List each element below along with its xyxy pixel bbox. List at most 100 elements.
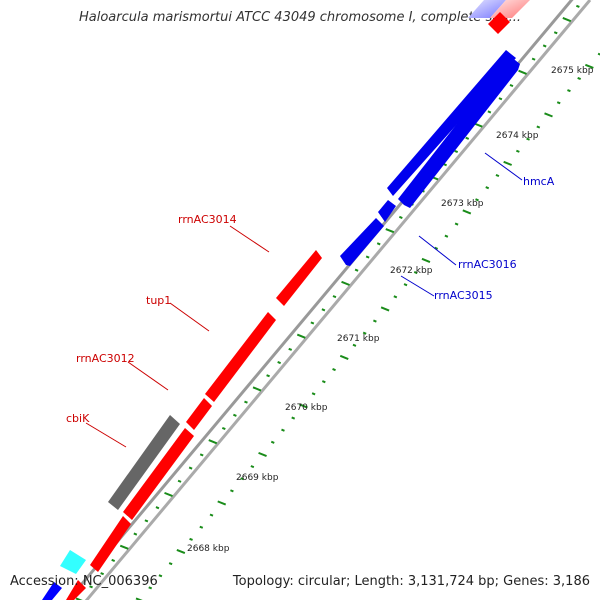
- gene-red-long-bar: [123, 428, 194, 520]
- tick-mark: [176, 548, 186, 555]
- leader-rrnAC3016: [418, 235, 457, 266]
- tick-mark: [144, 519, 149, 523]
- gene-cyan-bar: [60, 550, 86, 574]
- tick-mark: [352, 343, 357, 347]
- tick-label-2673: 2673 kbp: [441, 199, 484, 209]
- leader-hmcA: [484, 152, 523, 181]
- tick-mark: [584, 63, 594, 69]
- gene-rrnAC3012-bar: [186, 398, 212, 430]
- tick-mark: [221, 426, 226, 431]
- tick-mark: [544, 112, 553, 118]
- tick-mark: [240, 477, 244, 481]
- tick-mark: [475, 198, 479, 202]
- tick-mark: [233, 413, 237, 417]
- tick-mark: [332, 368, 336, 372]
- tick-mark: [509, 84, 514, 88]
- tick-mark: [462, 209, 472, 215]
- map-title: Haloarcula marismortui ATCC 43049 chromo…: [79, 10, 521, 25]
- tick-mark: [398, 215, 403, 219]
- tick-mark: [577, 76, 582, 81]
- tick-mark: [148, 586, 153, 590]
- gene-label-cbiK: cbiK: [66, 412, 90, 425]
- tick-mark: [155, 506, 160, 510]
- tick-mark: [133, 532, 138, 536]
- tick-mark: [567, 89, 571, 93]
- tick-mark: [485, 186, 490, 190]
- tick-mark: [244, 400, 248, 404]
- tick-mark: [341, 280, 350, 286]
- gene-label-rrnAC3014: rrnAC3014: [178, 213, 237, 226]
- tick-mark: [258, 451, 267, 457]
- tick-mark: [503, 160, 513, 166]
- tick-mark: [376, 242, 381, 246]
- tick-mark: [199, 525, 204, 529]
- tick-mark: [168, 562, 173, 566]
- tick-mark: [556, 101, 561, 105]
- tick-mark: [321, 380, 326, 384]
- tick-mark: [208, 439, 218, 445]
- accession-text: Accession: NC_006396: [10, 574, 158, 589]
- tick-mark: [332, 295, 337, 299]
- leader-rrnAC3014: [229, 225, 270, 253]
- tick-mark: [576, 4, 580, 8]
- tick-label-2669: 2669 kbp: [236, 473, 279, 483]
- tick-mark: [542, 44, 547, 48]
- tick-mark: [421, 257, 431, 263]
- tick-mark: [380, 306, 390, 312]
- gene-hmcA-bar: [398, 56, 520, 208]
- tick-mark: [393, 295, 398, 299]
- summary-text: Topology: circular; Length: 3,131,724 bp…: [232, 574, 590, 589]
- tick-mark: [413, 271, 418, 275]
- tick-mark: [454, 222, 459, 226]
- tick-mark: [536, 125, 541, 129]
- gene-bar-blue-2: [387, 50, 516, 196]
- tick-mark: [281, 428, 285, 432]
- tick-mark: [454, 149, 459, 154]
- tick-mark: [158, 574, 163, 578]
- gene-rrnAC3015-bar: [340, 218, 384, 266]
- tick-mark: [288, 347, 293, 351]
- tick-mark: [310, 321, 315, 325]
- tick-mark: [531, 57, 536, 61]
- gene-label-tup1: tup1: [146, 294, 171, 307]
- tick-mark: [516, 149, 520, 153]
- tick-mark: [362, 331, 367, 335]
- gene-red-bottom-bar: [66, 580, 86, 600]
- tick-mark: [553, 31, 558, 35]
- tick-mark: [164, 491, 173, 497]
- tick-mark: [444, 234, 449, 238]
- tick-mark: [111, 558, 116, 562]
- tick-mark: [299, 403, 308, 409]
- tick-mark: [562, 17, 572, 23]
- tick-label-2671: 2671 kbp: [337, 334, 380, 344]
- backbone-line-inner: [84, 0, 592, 600]
- leader-rrnAC3015: [400, 275, 435, 297]
- tick-mark: [291, 416, 296, 420]
- tick-mark: [365, 255, 370, 259]
- tick-mark: [354, 268, 359, 272]
- leader-rrnAC3012: [127, 361, 169, 391]
- tick-mark: [89, 585, 93, 589]
- tick-mark: [199, 453, 204, 457]
- tick-mark: [465, 136, 470, 140]
- top-feature-red-end: [488, 12, 510, 34]
- tick-mark: [135, 597, 143, 600]
- tick-mark: [250, 465, 255, 469]
- tick-mark: [434, 246, 439, 250]
- tick-mark: [403, 283, 408, 287]
- tick-label-2674: 2674 kbp: [496, 131, 539, 141]
- tick-mark: [188, 466, 193, 470]
- tick-label-2668: 2668 kbp: [187, 544, 230, 554]
- tick-mark: [100, 572, 104, 576]
- gene-rrnAC3016-bar: [378, 200, 396, 222]
- tick-mark: [296, 333, 306, 339]
- tick-label-2672: 2672 kbp: [390, 266, 433, 276]
- top-feature-blue: [468, 0, 506, 18]
- gene-tup1-bar: [205, 312, 276, 402]
- tick-mark: [495, 174, 500, 178]
- tick-mark: [266, 374, 270, 378]
- tick-mark: [385, 228, 395, 234]
- tick-mark: [270, 440, 275, 444]
- tick-mark: [518, 69, 527, 75]
